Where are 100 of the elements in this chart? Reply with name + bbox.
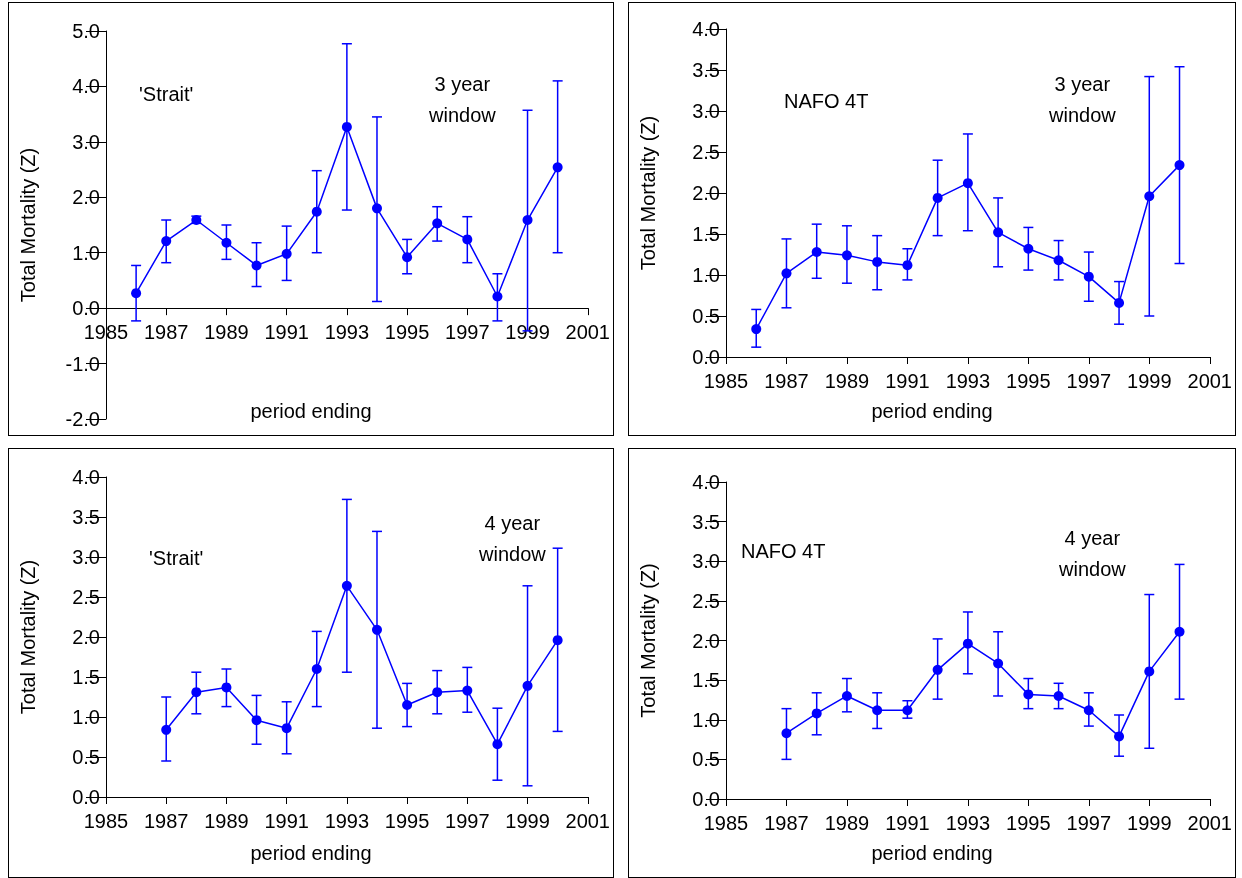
y-tick-label: 3.0: [692, 550, 720, 573]
x-tick-label: 1999: [505, 321, 550, 344]
point: [1083, 271, 1094, 282]
point: [432, 687, 443, 698]
y-tick-label: 4.0: [692, 18, 720, 40]
x-tick-label: 1989: [204, 810, 249, 832]
x-tick-label: 1987: [764, 370, 809, 392]
annotation: 'Strait': [139, 82, 194, 105]
x-tick-label: 1997: [1066, 812, 1112, 834]
x-tick-label: 1987: [143, 810, 189, 832]
x-tick-label: 1991: [264, 810, 309, 832]
y-tick-label: 3.5: [72, 506, 100, 528]
y-tick-label: 0.5: [72, 746, 100, 768]
point: [281, 248, 292, 259]
point: [872, 705, 883, 716]
y-tick-label: 1.5: [692, 669, 720, 692]
y-axis-title: Total Mortality (Z): [17, 559, 39, 715]
y-tick-label: 2.0: [72, 626, 100, 648]
point: [131, 288, 142, 299]
x-tick-label: 2001: [565, 321, 610, 344]
x-tick-label: 1993: [945, 812, 991, 834]
x-tick-label: 1995: [1006, 370, 1051, 392]
x-tick-label: 1993: [324, 321, 370, 344]
y-tick-label: 4.0: [72, 466, 100, 488]
point: [161, 236, 172, 247]
y-tick-label: 4.0: [692, 471, 720, 493]
x-tick-label: 1995: [1006, 812, 1051, 834]
x-tick-label: 1987: [143, 321, 189, 344]
point: [872, 256, 883, 267]
y-tick-label: 3.0: [72, 130, 100, 153]
x-tick-label: 1985: [83, 810, 129, 832]
x-tick-label: 2001: [565, 810, 610, 832]
y-tick-label: 3.0: [72, 546, 100, 568]
point: [522, 680, 533, 691]
y-tick-label: 1.5: [692, 223, 720, 245]
y-tick-label: 1.0: [692, 264, 720, 286]
y-tick-label: 1.0: [72, 706, 100, 728]
point: [993, 658, 1004, 669]
point: [372, 203, 382, 214]
y-tick-label: 2.5: [692, 589, 720, 612]
y-tick-label: 5.0: [72, 20, 100, 42]
y-tick-label: 0.5: [692, 748, 720, 771]
x-axis-title: period ending: [871, 842, 993, 864]
x-tick-label: 1999: [1127, 370, 1172, 392]
x-tick-label: 1991: [885, 370, 930, 392]
y-tick-label: -2.0: [65, 408, 100, 430]
annotation: 4 year window: [1058, 526, 1127, 580]
annotation: 3 year window: [428, 72, 497, 126]
point: [811, 247, 822, 258]
y-tick-label: 0.0: [72, 297, 100, 320]
x-axis-title: period ending: [871, 400, 993, 422]
x-tick-label: 1985: [703, 370, 749, 392]
point: [402, 252, 413, 263]
point: [402, 700, 413, 710]
x-tick-label: 1991: [264, 321, 309, 344]
point: [432, 218, 443, 229]
x-tick-label: 1997: [1066, 370, 1112, 392]
y-tick-label: 0.0: [692, 346, 720, 368]
y-tick-label: 2.0: [692, 629, 720, 652]
x-tick-label: 1993: [945, 370, 991, 392]
x-tick-label: 1991: [885, 812, 930, 834]
x-tick-label: 1999: [505, 810, 550, 832]
x-axis-title: period ending: [250, 842, 372, 864]
point: [311, 206, 322, 217]
point: [462, 685, 473, 696]
point: [962, 178, 973, 189]
point: [1114, 297, 1125, 308]
point: [932, 664, 943, 675]
y-tick-label: 0.0: [72, 786, 100, 808]
point: [1144, 191, 1155, 202]
y-axis-title: Total Mortality (Z): [637, 563, 659, 718]
point: [1083, 705, 1094, 716]
point: [492, 739, 503, 750]
point: [221, 237, 232, 248]
point: [251, 260, 262, 271]
x-axis-title: period ending: [250, 400, 372, 422]
y-tick-label: 3.5: [692, 59, 720, 81]
point: [841, 690, 852, 701]
point: [462, 234, 473, 245]
point: [281, 723, 292, 734]
x-tick-label: 1997: [445, 810, 490, 832]
point: [1114, 731, 1125, 742]
y-axis-title: Total Mortality (Z): [637, 115, 659, 271]
point: [221, 682, 232, 693]
point: [1023, 689, 1034, 700]
y-tick-label: -1.0: [65, 352, 100, 375]
y-tick-label: 1.0: [72, 241, 100, 264]
y-tick-label: 2.5: [72, 586, 100, 608]
point: [1144, 666, 1155, 677]
point: [1174, 626, 1185, 637]
point: [902, 260, 913, 271]
point: [841, 250, 852, 261]
point: [311, 664, 322, 674]
x-tick-label: 1987: [764, 812, 809, 834]
annotation: 'Strait': [149, 546, 204, 569]
point: [191, 687, 202, 698]
point: [962, 638, 973, 649]
annotation: NAFO 4T: [741, 539, 826, 562]
point: [161, 724, 172, 735]
x-tick-label: 1995: [384, 810, 430, 832]
